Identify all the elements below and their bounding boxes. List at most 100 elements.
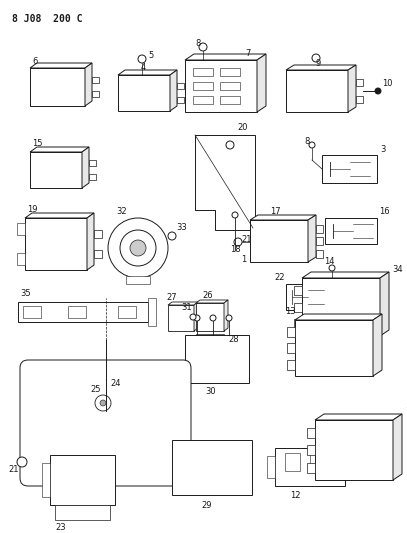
Text: 8: 8 [304,136,309,146]
Circle shape [232,212,238,218]
Circle shape [309,142,315,148]
Text: 28: 28 [228,335,239,343]
Bar [307,427,315,438]
Bar [185,335,249,383]
Bar [118,75,170,111]
Bar [193,96,213,104]
Text: 30: 30 [205,386,216,395]
Polygon shape [194,302,198,331]
FancyBboxPatch shape [20,360,191,486]
Bar [94,230,102,238]
Polygon shape [348,65,356,112]
Circle shape [168,232,176,240]
Polygon shape [250,215,316,220]
Text: 22: 22 [274,272,284,281]
Bar [315,420,393,480]
Circle shape [375,88,381,94]
Bar [307,463,315,472]
Bar [196,334,224,344]
Bar [168,305,194,331]
Bar [316,224,323,232]
Polygon shape [195,135,255,230]
Bar [294,319,302,328]
Text: 26: 26 [203,290,213,300]
Text: 14: 14 [324,257,335,266]
Circle shape [226,315,232,321]
Text: 8: 8 [195,39,200,49]
Text: 21: 21 [8,465,18,474]
Polygon shape [196,300,228,303]
Polygon shape [87,213,94,270]
Text: 10: 10 [382,78,392,87]
Bar [148,298,156,326]
Text: 23: 23 [55,522,66,531]
Polygon shape [257,54,266,112]
Bar [220,82,240,90]
Circle shape [95,395,111,411]
Polygon shape [30,63,92,68]
Text: 32: 32 [116,207,127,216]
Bar [294,303,302,311]
Bar [92,77,99,83]
Circle shape [138,55,146,63]
Circle shape [312,54,320,62]
Circle shape [210,315,216,321]
Polygon shape [85,63,92,106]
Bar [92,91,99,98]
Polygon shape [168,302,198,305]
Polygon shape [295,314,382,320]
Polygon shape [308,215,316,262]
Text: 35: 35 [20,289,31,298]
Bar [185,60,257,112]
Text: 27: 27 [166,293,177,302]
Bar [126,276,150,284]
Text: 15: 15 [32,140,42,149]
Bar [17,253,25,265]
Text: 19: 19 [27,206,37,214]
Bar [177,97,184,103]
Text: 4: 4 [140,63,146,72]
Bar [193,82,213,90]
Bar [89,160,96,166]
Bar [118,306,136,318]
Bar [196,303,224,331]
Bar [18,302,148,322]
Text: 11: 11 [405,408,407,416]
Bar [356,95,363,103]
Text: 21: 21 [241,236,252,245]
Text: 8 J08  200 C: 8 J08 200 C [12,14,83,24]
Polygon shape [393,414,402,480]
Bar [322,155,377,183]
Bar [50,455,115,505]
Bar [310,453,325,471]
Polygon shape [118,70,177,75]
Bar [193,68,213,76]
Text: 24: 24 [110,378,120,387]
Bar [287,343,295,353]
Polygon shape [286,65,356,70]
Polygon shape [302,272,389,278]
Polygon shape [185,54,266,60]
Text: 33: 33 [176,223,187,232]
Circle shape [130,240,146,256]
Bar [177,83,184,89]
Bar [286,284,330,310]
Bar [68,306,86,318]
Text: 17: 17 [270,207,280,216]
Polygon shape [380,272,389,336]
Polygon shape [82,147,89,188]
Bar [356,79,363,86]
Circle shape [108,218,168,278]
Bar [220,96,240,104]
Text: 16: 16 [379,207,389,216]
Bar [89,174,96,180]
Circle shape [329,265,335,271]
Circle shape [190,314,196,320]
Circle shape [120,230,156,266]
Bar [172,440,252,495]
Bar [325,218,377,244]
Polygon shape [25,213,94,218]
Bar [294,286,302,295]
Circle shape [226,141,234,149]
Bar [316,249,323,257]
